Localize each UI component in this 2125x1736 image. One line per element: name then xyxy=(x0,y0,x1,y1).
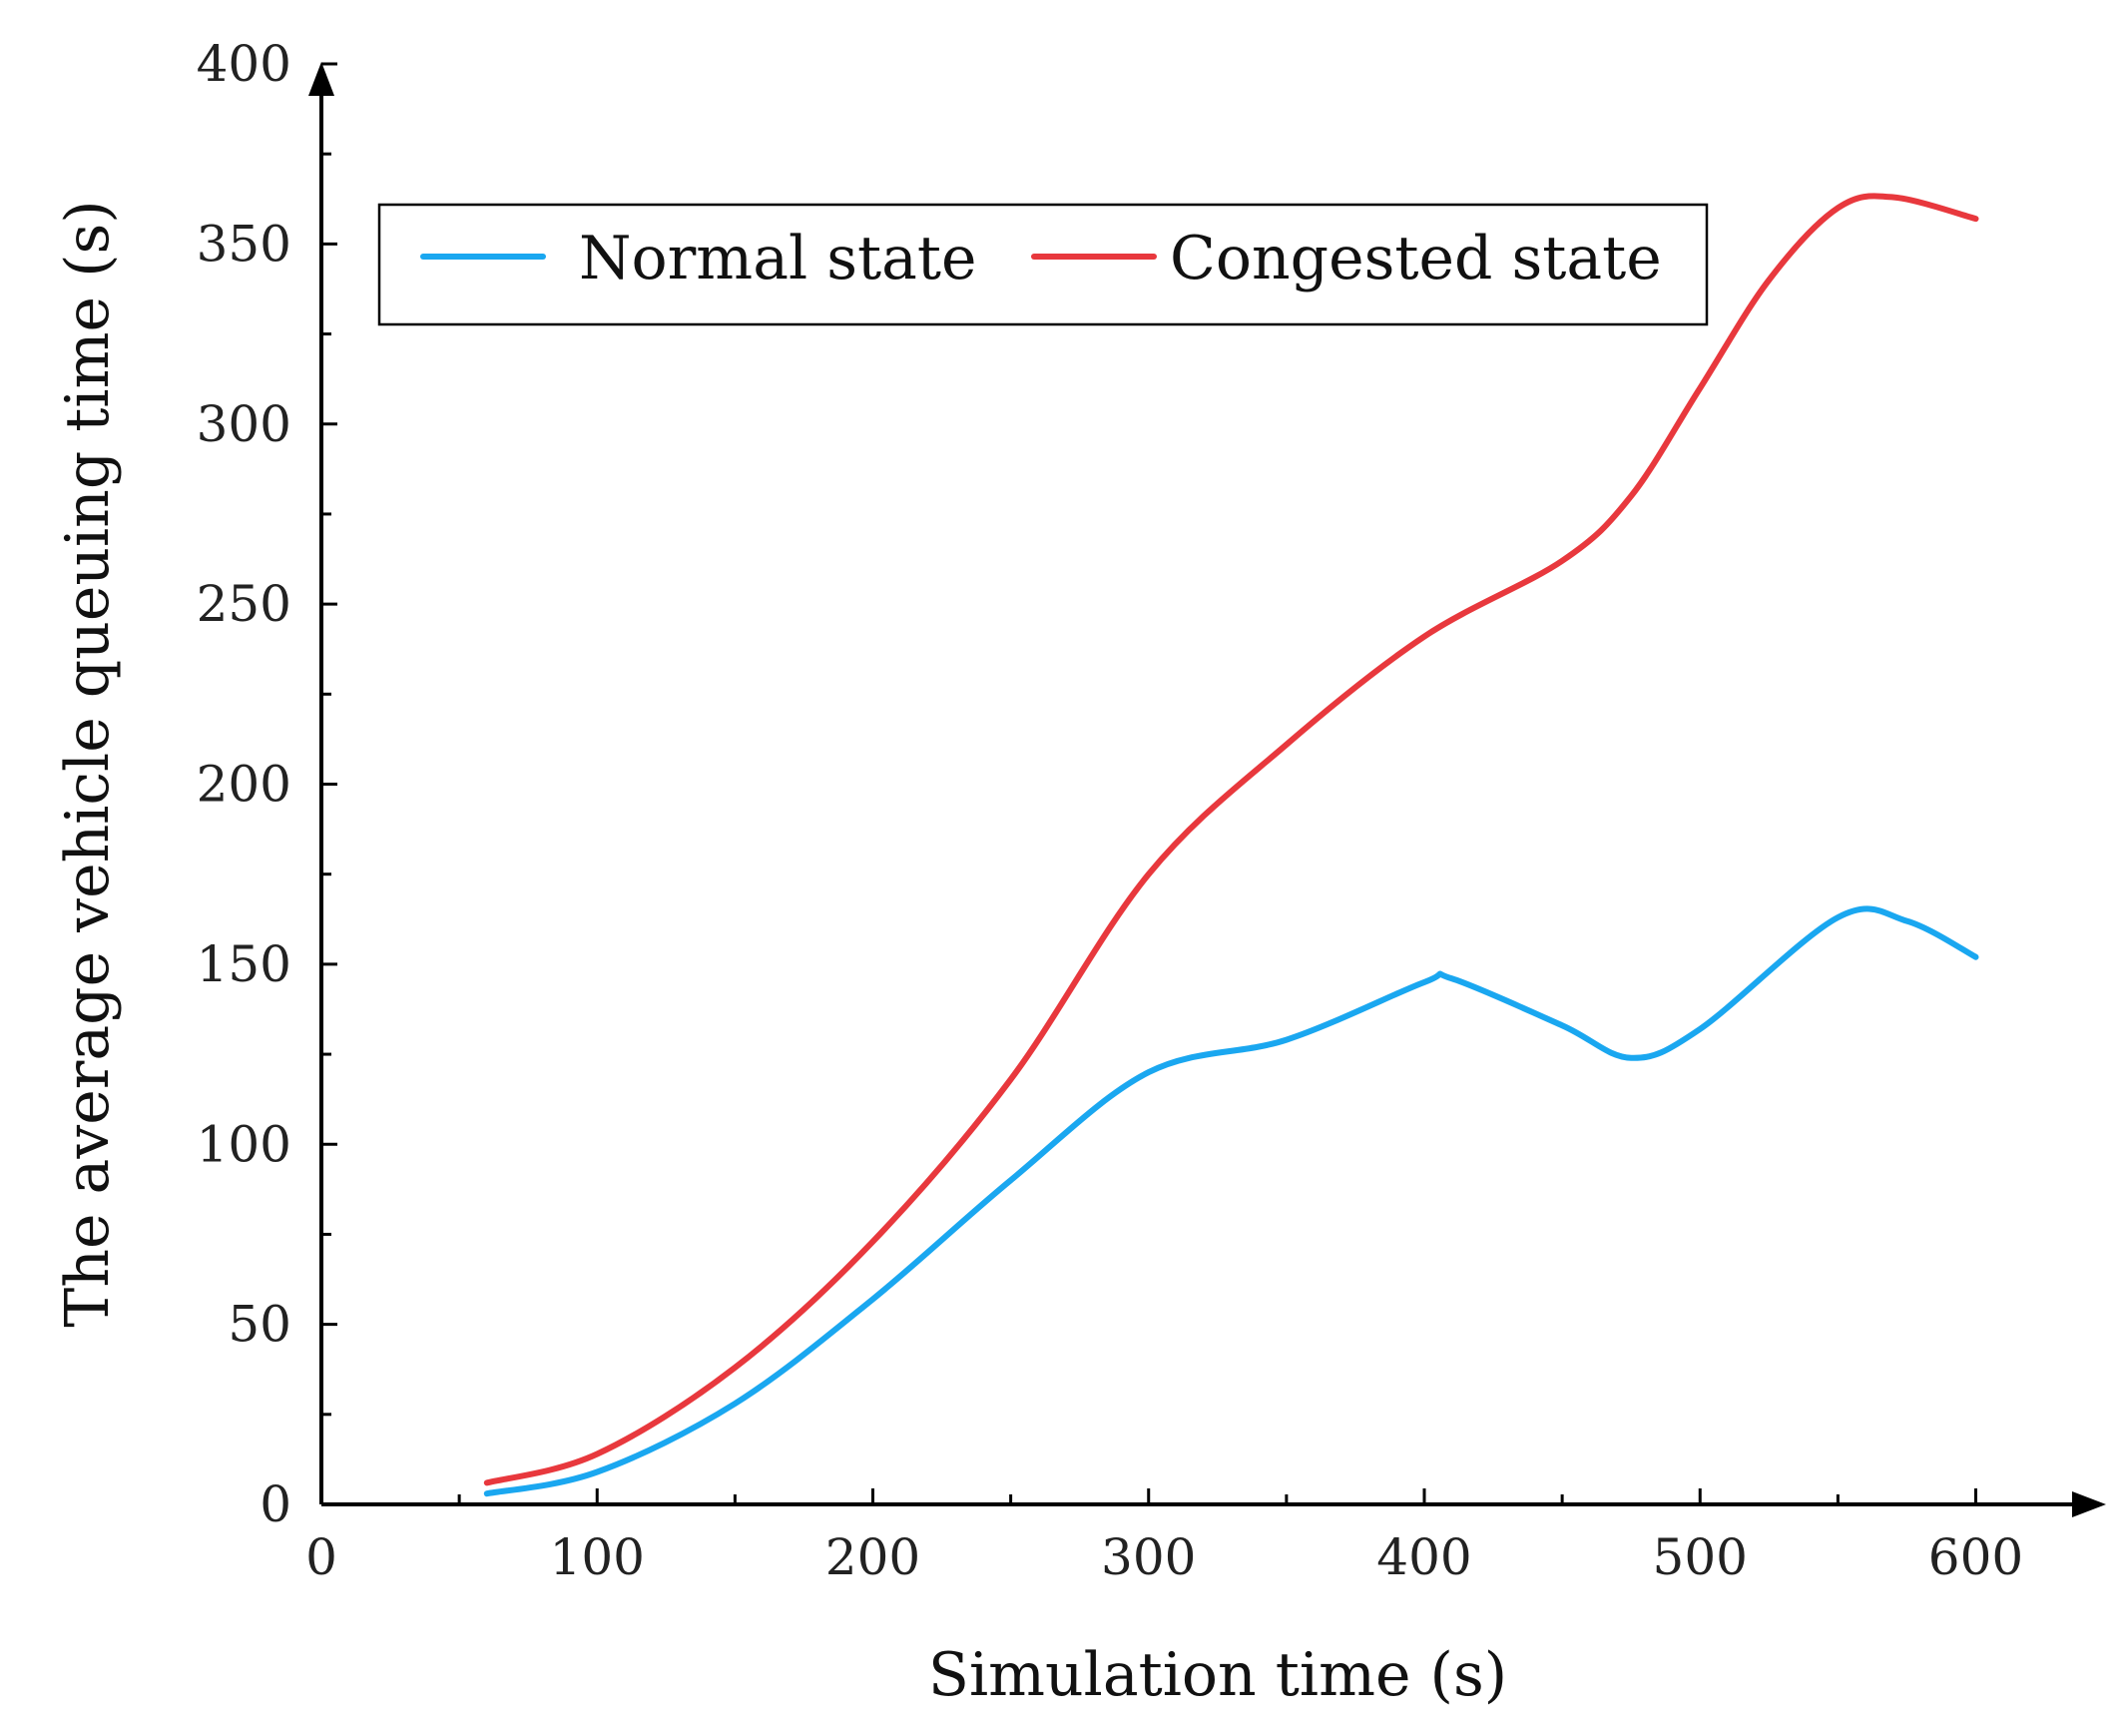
y-tick-label: 300 xyxy=(197,395,291,453)
y-tick-label: 50 xyxy=(228,1296,291,1354)
x-tick-label: 300 xyxy=(1101,1528,1196,1586)
y-axis-title: The average vehicle queuing time (s) xyxy=(53,200,123,1327)
y-tick-label: 0 xyxy=(260,1475,291,1533)
series-line-congested-state xyxy=(483,193,1979,1486)
x-tick-label: 0 xyxy=(305,1528,337,1586)
series-line-normal-state xyxy=(483,905,1979,1497)
x-ticks: 0 100 200 300 400 500 600 xyxy=(305,1488,2023,1586)
axes xyxy=(308,62,2106,1517)
x-tick-label: 200 xyxy=(825,1528,920,1586)
legend: Normal state Congested state xyxy=(377,203,1709,326)
x-tick-label: 400 xyxy=(1376,1528,1471,1586)
y-tick-label: 100 xyxy=(197,1115,291,1173)
y-tick-label: 400 xyxy=(197,35,291,93)
x-axis-arrow-icon xyxy=(2072,1491,2106,1517)
y-tick-label: 250 xyxy=(197,575,291,633)
x-tick-label: 600 xyxy=(1928,1528,2023,1586)
y-tick-label: 200 xyxy=(197,756,291,814)
x-tick-label: 100 xyxy=(550,1528,645,1586)
x-tick-label: 500 xyxy=(1653,1528,1748,1586)
series-layer xyxy=(483,193,1979,1497)
y-tick-label: 350 xyxy=(197,215,291,273)
y-ticks: 0 50 100 150 200 250 300 350 400 xyxy=(197,35,337,1533)
legend-label-congested-state: Congested state xyxy=(1170,224,1662,293)
legend-label-normal-state: Normal state xyxy=(579,224,977,293)
x-axis-title: Simulation time (s) xyxy=(928,1640,1507,1710)
legend-box xyxy=(377,203,1709,326)
y-axis-arrow-icon xyxy=(308,62,334,96)
y-tick-label: 150 xyxy=(197,935,291,993)
